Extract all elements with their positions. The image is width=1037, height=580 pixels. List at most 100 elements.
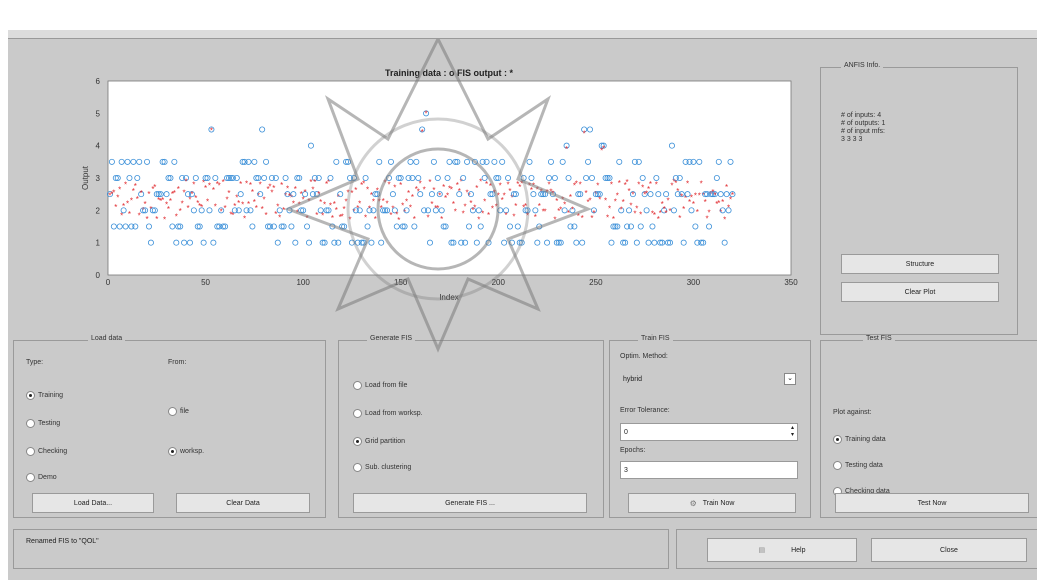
fis-output-point: *	[592, 209, 595, 218]
radio-workspace-label: worksp.	[180, 448, 205, 455]
fis-output-point: *	[210, 126, 213, 135]
radio-load-from-file[interactable]: Load from file	[353, 381, 407, 390]
fis-output-point: *	[319, 198, 322, 207]
fis-output-point: *	[704, 198, 707, 207]
train-now-button[interactable]: ⚙ Train Now	[628, 493, 796, 513]
fis-output-point: *	[583, 129, 586, 138]
fis-output-point: *	[596, 182, 599, 191]
help-icon: ▤	[758, 547, 766, 554]
training-point	[159, 158, 166, 165]
training-point	[202, 174, 209, 181]
radio-checking[interactable]: Checking	[26, 447, 67, 456]
training-point	[641, 191, 648, 198]
fis-output-point: *	[419, 180, 422, 189]
option-load-file-label: Load from file	[365, 382, 408, 389]
fis-output-point: *	[216, 180, 219, 189]
radio-demo[interactable]: Demo	[26, 473, 57, 482]
training-point	[147, 239, 154, 246]
fis-output-point: *	[674, 179, 677, 188]
fis-output-point: *	[366, 186, 369, 195]
fis-output-point: *	[181, 199, 184, 208]
radio-sub-clustering[interactable]: Sub. clustering	[353, 463, 411, 472]
generate-fis-button[interactable]: Generate FIS ...	[353, 493, 587, 513]
epochs-input[interactable]: 3	[620, 461, 798, 479]
fis-output-point: *	[222, 178, 225, 187]
training-point	[723, 191, 730, 198]
fis-output-point: *	[120, 212, 123, 221]
fis-output-point: *	[362, 180, 365, 189]
fis-output-point: *	[220, 207, 223, 216]
training-point	[112, 174, 119, 181]
plot-against-label: Plot against:	[833, 409, 872, 416]
radio-test-training[interactable]: Training data	[833, 435, 886, 444]
fis-output-point: *	[372, 198, 375, 207]
fis-output-point: *	[489, 182, 492, 191]
training-point	[692, 223, 699, 230]
fis-output-point: *	[345, 197, 348, 206]
fis-output-point: *	[684, 194, 687, 203]
fis-output-point: *	[268, 183, 271, 192]
fis-output-point: *	[423, 185, 426, 194]
training-point	[614, 223, 621, 230]
training-point	[717, 191, 724, 198]
training-point	[667, 239, 674, 246]
training-point	[596, 191, 603, 198]
training-point	[239, 158, 246, 165]
radio-load-from-workspace[interactable]: Load from worksp.	[353, 409, 423, 418]
radio-training[interactable]: Training	[26, 391, 63, 400]
fis-output-point: *	[653, 211, 656, 220]
fis-output-point: *	[382, 197, 385, 206]
fis-output-point: *	[202, 178, 205, 187]
training-point	[224, 174, 231, 181]
fis-output-point: *	[709, 190, 712, 199]
training-point	[670, 207, 677, 214]
clear-plot-button[interactable]: Clear Plot	[841, 282, 999, 302]
radio-from-workspace[interactable]: worksp.	[168, 447, 204, 456]
fis-output-point: *	[384, 179, 387, 188]
test-now-button[interactable]: Test Now	[835, 493, 1029, 513]
fis-output-point: *	[425, 109, 428, 118]
optim-method-select[interactable]: hybrid ⌄	[620, 371, 798, 387]
radio-grid-partition[interactable]: Grid partition	[353, 437, 405, 446]
fis-output-point: *	[208, 182, 211, 191]
spinner-arrows-icon[interactable]: ▴ ▾	[790, 425, 794, 438]
training-point	[175, 223, 182, 230]
fis-output-point: *	[483, 197, 486, 206]
structure-button[interactable]: Structure	[841, 254, 999, 274]
radio-test-testing[interactable]: Testing data	[833, 461, 883, 470]
fis-output-point: *	[600, 146, 603, 155]
test-testing-label: Testing data	[845, 462, 883, 469]
training-point	[218, 207, 225, 214]
fis-output-point: *	[413, 215, 416, 224]
training-point	[222, 223, 229, 230]
error-tolerance-input[interactable]: 0 ▴ ▾	[620, 423, 798, 441]
training-point	[276, 207, 283, 214]
close-button[interactable]: Close	[871, 538, 1027, 562]
fis-output-point: *	[579, 180, 582, 189]
fis-output-point: *	[374, 215, 377, 224]
fis-output-point: *	[464, 202, 467, 211]
training-point	[200, 239, 207, 246]
training-point	[616, 158, 623, 165]
radio-from-file[interactable]: file	[168, 407, 189, 416]
fis-output-point: *	[678, 214, 681, 223]
clear-data-button[interactable]: Clear Data	[176, 493, 310, 513]
from-label: From:	[168, 359, 187, 366]
load-data-button[interactable]: Load Data...	[32, 493, 154, 513]
training-point	[144, 158, 151, 165]
chevron-down-icon[interactable]: ⌄	[784, 373, 796, 385]
fis-output-point: *	[544, 207, 547, 216]
fis-output-point: *	[719, 208, 722, 217]
radio-testing[interactable]: Testing	[26, 419, 60, 428]
training-point	[659, 239, 666, 246]
fis-output-point: *	[136, 195, 139, 204]
help-button[interactable]: ▤ Help	[707, 538, 857, 562]
training-point	[696, 158, 703, 165]
fis-output-point: *	[624, 181, 627, 190]
fis-output-point: *	[637, 180, 640, 189]
radio-dot-icon	[168, 407, 177, 416]
fis-output-point: *	[343, 205, 346, 214]
fis-output-point: *	[157, 196, 160, 205]
load-data-panel: Load data Type: From: Training Testing C…	[13, 335, 326, 518]
fis-output-point: *	[132, 187, 135, 196]
